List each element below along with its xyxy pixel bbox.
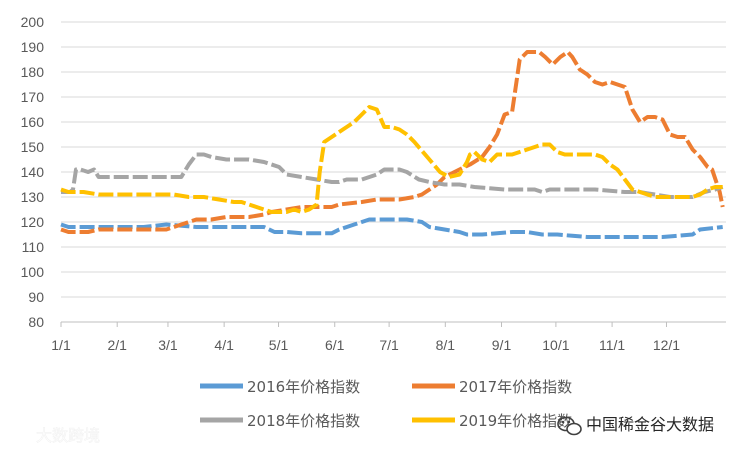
x-tick-label: 3/1 xyxy=(158,337,178,353)
gridlines xyxy=(61,21,726,298)
y-tick-label: 190 xyxy=(21,39,45,55)
x-tick-label: 7/1 xyxy=(379,337,399,353)
y-tick-label: 160 xyxy=(21,114,45,130)
y-tick-label: 110 xyxy=(22,239,45,255)
series-line-2 xyxy=(60,50,725,234)
x-tick-label: 4/1 xyxy=(214,337,234,353)
y-tick-label: 150 xyxy=(21,139,45,155)
y-tick-label: 120 xyxy=(21,214,45,230)
y-tick-label: 130 xyxy=(21,189,45,205)
legend-label: 2019年价格指数 xyxy=(459,412,572,430)
watermark-left: 大数跨境 xyxy=(36,426,101,446)
series-line-1 xyxy=(60,217,723,239)
y-tick-label: 100 xyxy=(21,264,45,280)
x-axis xyxy=(60,321,726,327)
x-axis-labels: 1/1 2/1 3/1 4/1 5/1 6/1 7/1 8/1 9/1 10/1 11/1 12/1 xyxy=(51,337,680,353)
x-tick-label: 8/1 xyxy=(436,337,456,353)
watermark-left-text: 大数跨境 xyxy=(36,426,100,445)
watermark-right: 中国稀金谷大数据 xyxy=(557,415,714,436)
x-tick-label: 5/1 xyxy=(269,337,289,353)
y-axis-labels: 80 90 100 110 120 130 140 150 160 170 180 190 200 xyxy=(21,14,45,330)
x-tick-label: 12/1 xyxy=(653,337,680,353)
y-tick-label: 170 xyxy=(21,89,45,105)
legend-label: 2018年价格指数 xyxy=(247,412,360,430)
legend-label: 2017年价格指数 xyxy=(459,378,572,396)
legend-label: 2016年价格指数 xyxy=(247,378,360,396)
x-tick-label: 11/1 xyxy=(599,337,625,353)
series-line-3 xyxy=(61,152,724,199)
x-tick-label: 1/1 xyxy=(51,337,71,353)
x-tick-label: 10/1 xyxy=(542,337,569,353)
y-tick-label: 90 xyxy=(28,289,44,305)
y-tick-label: 200 xyxy=(21,14,45,30)
y-tick-label: 180 xyxy=(21,64,45,80)
series-lines xyxy=(60,50,725,239)
wechat-icon xyxy=(557,416,582,436)
x-tick-label: 6/1 xyxy=(325,337,345,353)
y-tick-label: 80 xyxy=(28,314,44,330)
x-tick-label: 9/1 xyxy=(492,337,512,353)
legend: 2016年价格指数 2017年价格指数 2018年价格指数 2019年价格指数 xyxy=(200,378,572,430)
y-tick-label: 140 xyxy=(21,164,45,180)
series-line-4 xyxy=(60,105,723,214)
watermark-right-text: 中国稀金谷大数据 xyxy=(586,415,714,434)
x-tick-label: 2/1 xyxy=(107,337,127,353)
